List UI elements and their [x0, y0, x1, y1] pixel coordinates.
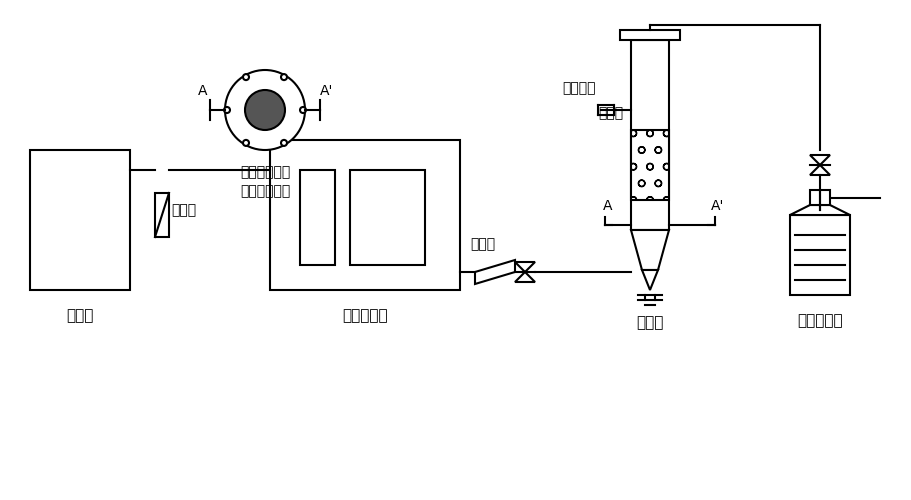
Text: A': A'	[320, 84, 333, 98]
Text: 活性炭: 活性炭	[598, 106, 622, 120]
Polygon shape	[515, 262, 535, 272]
Bar	[270, 140, 459, 290]
Text: A: A	[602, 199, 612, 213]
Text: 反应柱底部加
载可拆卸膜片: 反应柱底部加 载可拆卸膜片	[240, 165, 290, 198]
Text: 反应柱: 反应柱	[636, 315, 663, 330]
Circle shape	[300, 107, 306, 113]
Text: 取水样口: 取水样口	[562, 81, 596, 95]
Circle shape	[281, 74, 287, 80]
Polygon shape	[515, 272, 535, 282]
Circle shape	[224, 107, 230, 113]
Text: A': A'	[711, 199, 724, 213]
Polygon shape	[475, 260, 515, 284]
Circle shape	[242, 140, 249, 146]
Circle shape	[245, 90, 285, 130]
Bar	[155, 193, 169, 237]
Bar	[630, 130, 669, 200]
Bar	[619, 30, 680, 40]
Text: 尾气吸收瓶: 尾气吸收瓶	[796, 313, 842, 328]
Bar	[300, 170, 334, 265]
Polygon shape	[809, 155, 829, 165]
Text: 流量计: 流量计	[171, 203, 196, 217]
Bar	[789, 215, 849, 295]
Text: 制氧机: 制氧机	[67, 308, 94, 323]
Text: A: A	[198, 84, 208, 98]
Polygon shape	[641, 270, 657, 290]
Text: 臭氧发生器: 臭氧发生器	[342, 308, 387, 323]
Circle shape	[281, 140, 287, 146]
Circle shape	[225, 70, 304, 150]
Polygon shape	[809, 165, 829, 175]
Polygon shape	[630, 230, 669, 270]
Bar	[350, 170, 425, 265]
Bar	[809, 190, 829, 205]
Circle shape	[242, 74, 249, 80]
Text: 流量计: 流量计	[469, 237, 495, 251]
Bar	[30, 150, 130, 290]
Bar	[630, 40, 669, 230]
Polygon shape	[789, 205, 849, 215]
